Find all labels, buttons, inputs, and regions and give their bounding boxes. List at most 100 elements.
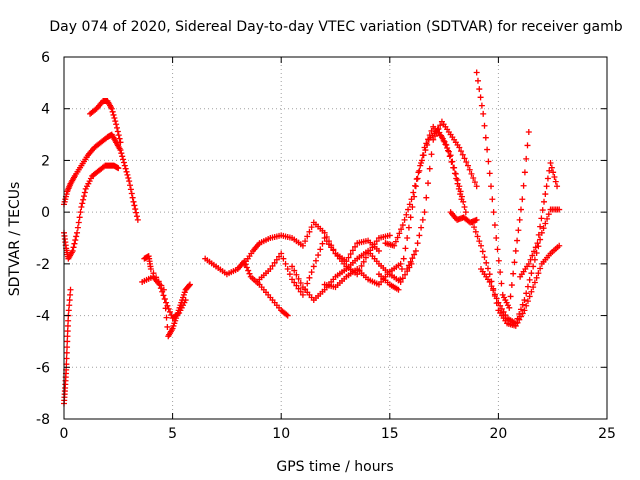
data-point	[304, 280, 311, 287]
data-point	[535, 231, 542, 238]
data-point	[510, 270, 517, 277]
data-point	[463, 158, 470, 165]
data-point	[284, 312, 291, 319]
data-point	[293, 282, 300, 289]
data-point	[394, 234, 401, 241]
data-point	[486, 278, 493, 285]
data-point	[109, 108, 116, 115]
data-point	[519, 301, 526, 308]
data-point	[466, 166, 473, 173]
data-point	[276, 253, 283, 260]
data-point	[75, 219, 82, 226]
data-point	[126, 178, 133, 185]
data-point	[349, 247, 356, 254]
series-track-18	[517, 160, 561, 280]
data-point	[160, 292, 167, 299]
data-point	[64, 333, 71, 340]
data-point	[347, 251, 354, 258]
x-tick-label: 25	[598, 426, 616, 442]
data-point	[405, 224, 412, 231]
data-point	[543, 183, 550, 190]
data-point	[114, 128, 121, 135]
data-point	[491, 222, 498, 229]
data-point	[362, 254, 369, 261]
series-track-19	[447, 209, 480, 226]
y-tick-label: -6	[36, 360, 50, 376]
data-point	[531, 248, 538, 255]
data-point	[537, 265, 544, 272]
data-point	[524, 283, 531, 290]
data-point	[66, 302, 73, 309]
data-point	[113, 124, 120, 131]
data-point	[508, 282, 515, 289]
data-point	[64, 344, 71, 351]
data-point	[186, 282, 193, 289]
data-point	[119, 153, 126, 160]
data-point	[552, 178, 559, 185]
data-point	[373, 238, 380, 245]
data-point	[478, 102, 485, 109]
data-point	[491, 291, 498, 298]
data-point	[406, 201, 413, 208]
data-point	[524, 142, 531, 149]
data-point	[161, 296, 168, 303]
data-point	[245, 267, 252, 274]
series-track-3	[87, 97, 124, 146]
data-point	[398, 266, 405, 273]
data-point	[521, 297, 528, 304]
data-point	[110, 111, 117, 118]
data-point	[538, 215, 545, 222]
data-point	[267, 266, 274, 273]
data-point	[163, 299, 170, 306]
data-point	[291, 279, 298, 286]
data-point	[435, 125, 442, 132]
data-point	[291, 267, 298, 274]
data-point	[166, 308, 173, 315]
data-point	[500, 308, 507, 315]
data-point	[246, 270, 253, 277]
data-point	[64, 322, 71, 329]
data-point	[474, 77, 481, 84]
data-point	[304, 233, 311, 240]
y-tick-label: -8	[36, 412, 50, 428]
data-point	[529, 252, 536, 259]
data-point	[502, 312, 509, 319]
data-point	[447, 152, 454, 159]
data-point	[273, 256, 280, 263]
data-point	[530, 284, 537, 291]
data-point	[396, 230, 403, 237]
data-point	[474, 233, 481, 240]
data-point	[537, 236, 544, 243]
data-point	[354, 271, 361, 278]
data-point	[402, 245, 409, 252]
data-point	[514, 237, 521, 244]
data-point	[369, 244, 376, 251]
data-point	[473, 183, 480, 190]
data-point	[520, 182, 527, 189]
data-point	[408, 196, 415, 203]
data-point	[128, 190, 135, 197]
x-tick-label: 5	[168, 426, 177, 442]
data-point	[77, 209, 84, 216]
data-point	[448, 158, 455, 165]
data-point	[418, 224, 425, 231]
data-point	[80, 193, 87, 200]
data-point	[284, 266, 291, 273]
data-point	[67, 286, 74, 293]
data-point	[328, 244, 335, 251]
y-tick-label: 2	[41, 153, 50, 169]
data-point	[542, 191, 549, 198]
data-point	[428, 151, 435, 158]
data-point	[295, 285, 302, 292]
data-point	[69, 247, 76, 254]
data-point	[402, 271, 409, 278]
data-point	[415, 169, 422, 176]
data-point	[519, 196, 526, 203]
data-point	[306, 228, 313, 235]
data-point	[67, 291, 74, 298]
data-point	[71, 240, 78, 247]
data-point	[116, 135, 123, 142]
data-points	[61, 69, 563, 407]
y-tick-label: -2	[36, 257, 50, 273]
